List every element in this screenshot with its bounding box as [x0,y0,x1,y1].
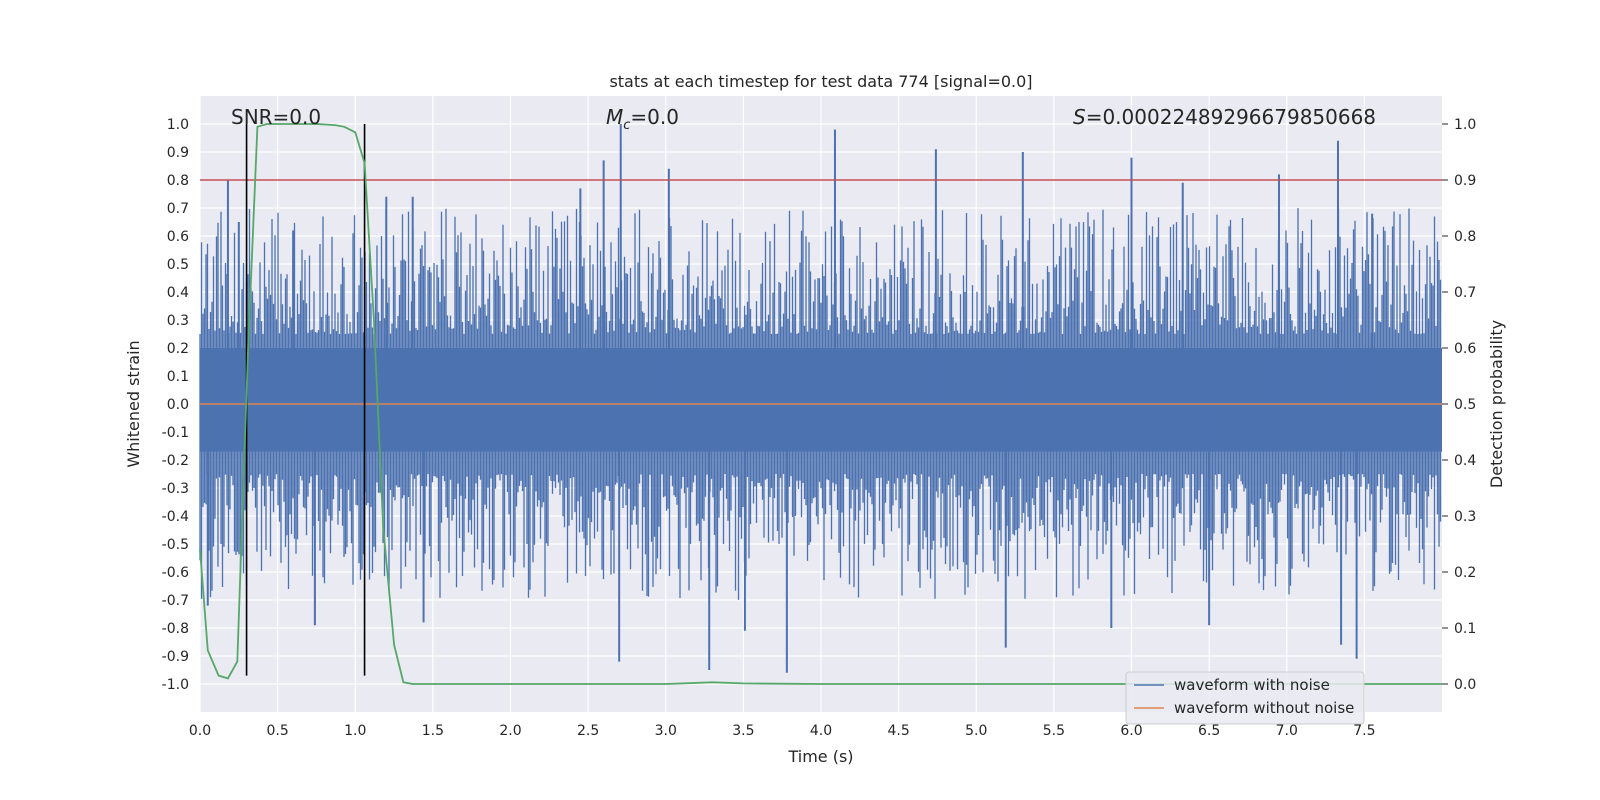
chirp-mass-value: =0.0 [630,105,679,129]
series-lines [199,123,1442,685]
y2-tick-label: 0.2 [1454,565,1476,581]
score-annotation: S=0.00022489296679850668 [1073,105,1376,129]
y-axis-label: Whitened strain [124,340,143,467]
chart-title: stats at each timestep for test data 774… [609,72,1032,91]
y2-tick-label: 0.7 [1454,285,1476,301]
x-tick-label: 2.0 [499,723,521,739]
legend-label-waveform-with-noise: waveform with noise [1174,676,1330,694]
y-tick-label: -0.8 [162,621,189,637]
chirp-mass-subscript: c [623,118,630,133]
legend-label-waveform-without-noise: waveform without noise [1174,699,1354,717]
y-tick-label: 0.4 [167,285,189,301]
y2-tick-label: 0.8 [1454,229,1476,245]
y-tick-label: -0.6 [162,565,189,581]
x-tick-label: 0.0 [189,723,211,739]
y2-tick-label: 0.3 [1454,509,1476,525]
y-tick-label: 0.7 [167,201,189,217]
x-tick-label: 0.5 [266,723,288,739]
y-tick-label: -0.1 [162,425,189,441]
x-tick-label: 6.0 [1120,723,1142,739]
x-tick-label: 5.0 [965,723,987,739]
y-tick-label: -0.2 [162,453,189,469]
x-tick-label: 7.0 [1276,723,1298,739]
x-tick-label: 7.5 [1353,723,1375,739]
y2-axis-label: Detection probability [1487,320,1506,488]
x-tick-label: 6.5 [1198,723,1220,739]
y-tick-label: -0.3 [162,481,189,497]
snr-annotation: SNR=0.0 [231,105,321,129]
y2-tick-label: 0.0 [1454,677,1476,693]
y-tick-label: -0.5 [162,537,189,553]
series-detection-probability [199,123,1442,685]
y-tick-label: 0.1 [167,369,189,385]
y-tick-label: 0.3 [167,313,189,329]
legend: waveform with noise waveform without noi… [1125,671,1365,725]
x-tick-label: 1.0 [344,723,366,739]
y-tick-label: -0.4 [162,509,189,525]
x-tick-label: 1.5 [422,723,444,739]
y-tick-label: 0.2 [167,341,189,357]
x-tick-label: 3.5 [732,723,754,739]
y2-tick-label: 0.6 [1454,341,1476,357]
y2-tick-label: 0.4 [1454,453,1476,469]
y-tick-label: 0.5 [167,257,189,273]
legend-box [1125,671,1365,725]
y2-tick-label: 0.1 [1454,621,1476,637]
y-tick-label: -0.9 [162,649,189,665]
y-tick-label: -1.0 [162,677,189,693]
y2-tick-label: 0.5 [1454,397,1476,413]
x-tick-label: 4.5 [887,723,909,739]
y-tick-label: 0.8 [167,173,189,189]
x-tick-label: 5.5 [1043,723,1065,739]
score-value: =0.00022489296679850668 [1086,105,1376,129]
score-symbol: S [1073,105,1086,129]
series-waveform-with-noise [199,124,1442,673]
x-axis-label: Time (s) [787,747,853,766]
axis-ticks: 0.0 0.5 1.0 1.5 2.0 2.5 3.0 3.5 4.0 4.5 5.0 5.5 6.0 6… [162,117,1477,739]
y2-tick-label: 1.0 [1454,117,1476,133]
chirp-mass-symbol: M [606,105,623,129]
y-tick-label: 0.0 [167,397,189,413]
chirp-mass-annotation: Mc=0.0 [606,105,679,133]
x-tick-label: 4.0 [810,723,832,739]
y-tick-label: 1.0 [167,117,189,133]
x-tick-label: 3.0 [655,723,677,739]
y-tick-label: 0.6 [167,229,189,245]
y2-tick-label: 0.9 [1454,173,1476,189]
y-tick-label: -0.7 [162,593,189,609]
x-tick-label: 2.5 [577,723,599,739]
y-tick-label: 0.9 [167,145,189,161]
